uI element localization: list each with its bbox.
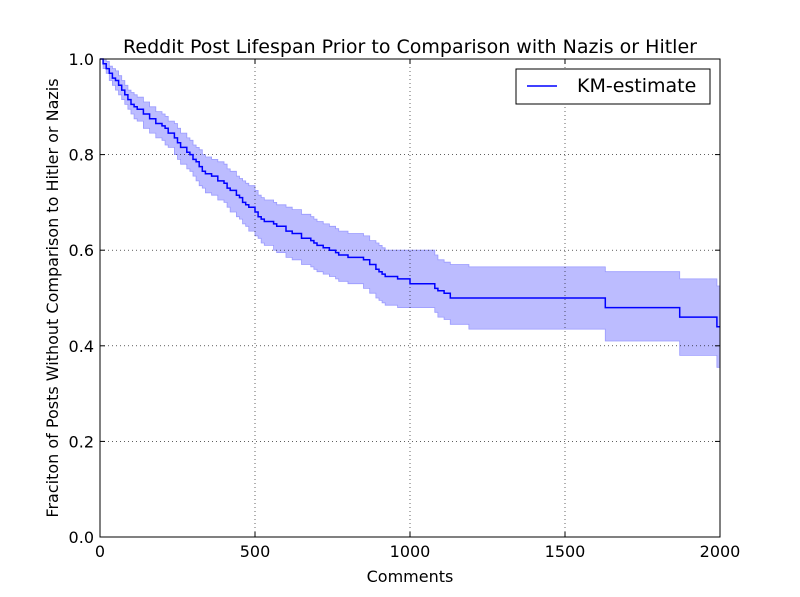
y-axis-label: Fraciton of Posts Without Comparison to … bbox=[43, 78, 62, 517]
y-tick-label: 0.6 bbox=[69, 241, 94, 260]
x-tick-label: 2000 bbox=[700, 542, 741, 561]
y-tick-label: 0.0 bbox=[69, 528, 94, 547]
x-axis-label: Comments bbox=[367, 567, 454, 586]
km-line-layer bbox=[100, 58, 720, 328]
x-tick-label: 1000 bbox=[390, 542, 431, 561]
y-tick-label: 0.2 bbox=[69, 432, 94, 451]
x-tick-label: 500 bbox=[240, 542, 271, 561]
x-tick-label: 0 bbox=[95, 542, 105, 561]
chart-title: Reddit Post Lifespan Prior to Comparison… bbox=[123, 36, 697, 58]
legend-label-km-estimate: KM-estimate bbox=[577, 75, 696, 97]
y-tick-label: 1.0 bbox=[69, 50, 94, 69]
confidence-band-layer bbox=[100, 58, 721, 368]
km-estimate-line bbox=[100, 58, 720, 328]
tick-layer: 0 500 1000 1500 2000 0.0 0.2 0.4 0.6 0.8 1.0 bbox=[69, 50, 741, 561]
legend: KM-estimate bbox=[515, 68, 711, 105]
x-tick-label: 1500 bbox=[545, 542, 586, 561]
confidence-band bbox=[100, 58, 721, 368]
y-tick-label: 0.4 bbox=[69, 337, 94, 356]
y-tick-label: 0.8 bbox=[69, 146, 94, 165]
